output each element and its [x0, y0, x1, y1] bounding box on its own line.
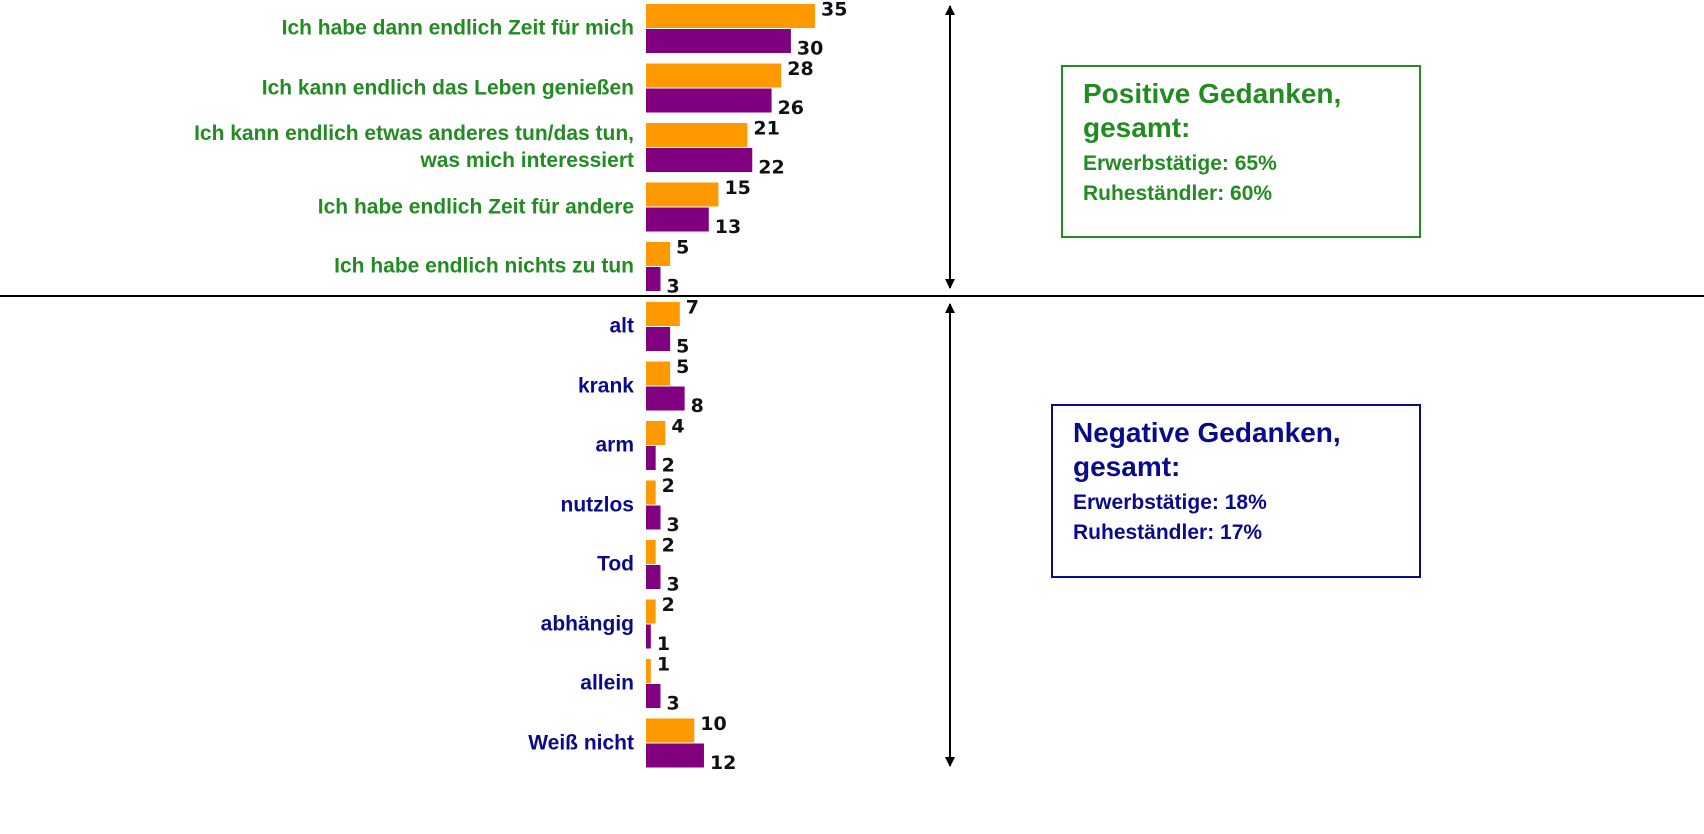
annotation-line: Erwerbstätige: 18%	[1073, 491, 1267, 514]
value-label: 26	[778, 97, 804, 119]
bar	[646, 302, 680, 326]
category-label: Ich kann endlich etwas anderes tun/das t…	[194, 122, 634, 172]
bar	[646, 421, 666, 445]
bar	[646, 386, 685, 411]
annotation-box: Positive Gedanken, gesamt: Erwerbstätige:…	[1061, 65, 1421, 238]
category-label: abhängig	[540, 612, 634, 635]
bar	[646, 182, 719, 207]
bar	[646, 29, 791, 53]
value-label: 5	[676, 356, 689, 378]
bar	[646, 624, 651, 649]
value-label: 10	[700, 713, 726, 735]
bar	[646, 148, 753, 172]
bar	[646, 242, 671, 266]
value-label: 8	[691, 395, 704, 417]
value-label: 2	[662, 475, 675, 497]
bar	[646, 599, 656, 624]
value-label: 5	[676, 336, 689, 358]
bar	[646, 123, 748, 147]
bar	[646, 4, 816, 28]
annotation-line: Ruheständler: 17%	[1073, 521, 1263, 544]
value-label: 12	[710, 752, 736, 774]
bar	[646, 446, 656, 470]
category-label: Ich kann endlich das Leben genießen	[261, 76, 634, 99]
bar	[646, 63, 782, 88]
annotation-title: Negative Gedanken, gesamt:	[1073, 417, 1341, 482]
value-label: 22	[758, 157, 784, 179]
value-label: 1	[657, 633, 670, 655]
value-label: 35	[821, 0, 847, 21]
bar	[646, 718, 695, 743]
category-label: Ich habe dann endlich Zeit für mich	[281, 16, 634, 40]
bar	[646, 743, 704, 768]
bar	[646, 327, 671, 351]
category-label: arm	[595, 433, 634, 457]
bar	[646, 88, 772, 113]
value-label: 30	[797, 38, 823, 60]
bar	[646, 480, 656, 505]
category-label: Ich habe endlich nichts zu tun	[334, 254, 634, 278]
annotation-line: Erwerbstätige: 65%	[1083, 152, 1277, 175]
value-label: 4	[671, 416, 684, 438]
bar	[646, 267, 661, 291]
bar	[646, 207, 709, 232]
value-label: 2	[662, 455, 675, 477]
category-label: Tod	[597, 552, 634, 576]
value-label: 21	[753, 118, 779, 140]
value-label: 15	[724, 177, 750, 199]
value-label: 2	[662, 535, 675, 557]
value-label: 3	[666, 574, 679, 596]
bar	[646, 684, 661, 708]
value-label: 3	[666, 514, 679, 536]
category-label: Weiß nicht	[528, 731, 634, 754]
value-label: 5	[676, 237, 689, 259]
value-label: 3	[666, 276, 679, 298]
value-label: 3	[666, 693, 679, 715]
value-label: 7	[686, 297, 699, 319]
annotation-box: Negative Gedanken, gesamt: Erwerbstätige:…	[1051, 404, 1421, 578]
value-label: 1	[657, 654, 670, 676]
bar	[646, 565, 661, 589]
category-label: Ich habe endlich Zeit für andere	[317, 195, 634, 218]
bar	[646, 361, 671, 386]
category-label: allein	[580, 671, 634, 695]
category-label: krank	[577, 374, 634, 397]
bar	[646, 540, 656, 564]
bar	[646, 659, 651, 683]
value-label: 13	[715, 216, 741, 238]
value-label: 2	[662, 594, 675, 616]
bar	[646, 505, 661, 530]
category-label: nutzlos	[560, 493, 635, 516]
category-label: alt	[609, 314, 634, 338]
annotation-line: Ruheständler: 60%	[1083, 182, 1273, 205]
annotation-title: Positive Gedanken, gesamt:	[1083, 78, 1342, 143]
value-label: 28	[787, 58, 813, 80]
